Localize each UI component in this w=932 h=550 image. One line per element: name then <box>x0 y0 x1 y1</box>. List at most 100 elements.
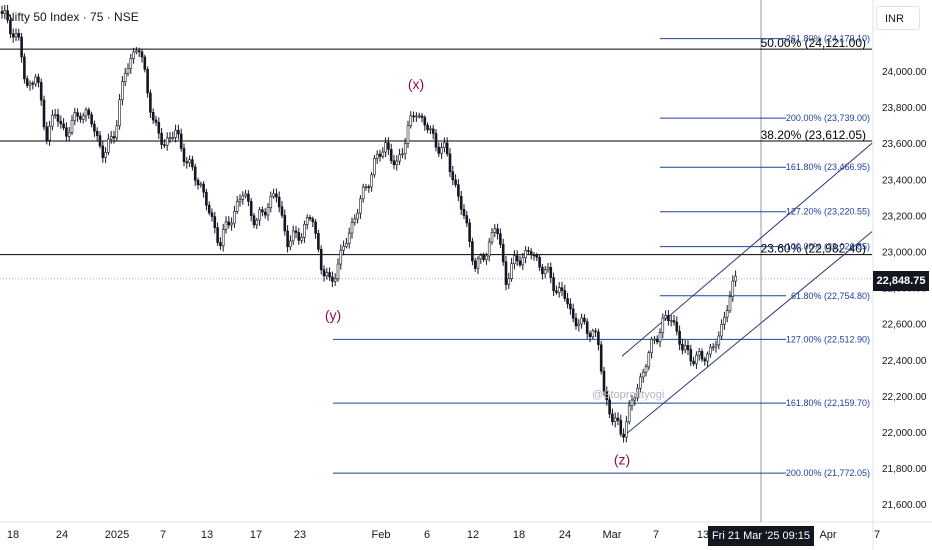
candle-body <box>683 345 687 351</box>
candle-body <box>230 222 233 226</box>
candle-body <box>569 303 572 310</box>
candle-body <box>255 219 259 226</box>
candle-body <box>672 320 676 323</box>
candle-body <box>177 130 180 135</box>
candle-body <box>507 278 511 285</box>
candle-body <box>126 67 130 74</box>
candle-body <box>471 241 474 262</box>
candle-body <box>706 353 709 362</box>
candle-body <box>667 315 670 322</box>
candle-body <box>294 230 298 233</box>
candle-body <box>53 114 57 116</box>
y-tick-label: 22,400.00 <box>882 356 927 367</box>
candle-body <box>521 257 525 266</box>
candle-body <box>269 196 273 208</box>
candle-body <box>473 260 477 269</box>
crosshair-time-badge: Fri 21 Mar '25 09:15 <box>708 526 814 546</box>
candle-body <box>11 33 15 38</box>
candle-body <box>59 121 63 125</box>
candle-body <box>95 130 99 136</box>
candle-body <box>731 280 735 297</box>
candle-body <box>17 33 21 38</box>
candle-body <box>633 397 637 401</box>
candle-body <box>389 149 393 162</box>
candle-body <box>451 171 455 181</box>
y-tick-label: 23,600.00 <box>882 139 927 150</box>
candle-body <box>681 344 684 351</box>
candle-body <box>171 137 175 139</box>
candle-body <box>599 344 603 372</box>
candle-body <box>611 413 614 422</box>
candle-body <box>28 82 32 86</box>
candle-body <box>9 19 12 35</box>
candle-body <box>709 346 712 355</box>
candle-body <box>308 217 312 220</box>
candle-body <box>289 240 292 248</box>
candle-body <box>375 153 379 159</box>
candle-body <box>283 215 287 232</box>
candle-body <box>81 115 85 120</box>
candle-body <box>695 354 698 365</box>
candle-body <box>65 127 68 137</box>
candle-body <box>79 115 82 120</box>
candle-body <box>185 161 189 164</box>
candle-body <box>333 278 337 282</box>
candle-body <box>636 387 639 399</box>
chart-title: Nifty 50 Index · 75 · NSE <box>6 10 139 24</box>
currency-selector[interactable]: INR <box>876 6 920 30</box>
candle-body <box>205 191 208 206</box>
candle-body <box>84 109 88 117</box>
candle-body <box>555 290 558 293</box>
candle-body <box>482 254 485 260</box>
candle-body <box>154 119 158 123</box>
candle-body <box>39 82 43 101</box>
candle-body <box>45 126 49 141</box>
candle-body <box>538 257 541 268</box>
candle-body <box>6 10 9 21</box>
candle-body <box>468 222 471 242</box>
candle-body <box>23 56 26 80</box>
candle-body <box>196 179 200 186</box>
candle-body <box>434 133 438 148</box>
candle-body <box>496 228 499 235</box>
candle-body <box>630 399 634 406</box>
candle-body <box>560 287 564 291</box>
candle-body <box>14 33 18 38</box>
candle-body <box>734 275 737 282</box>
candle-body <box>591 330 595 338</box>
candle-body <box>219 242 222 247</box>
candle-body <box>700 351 704 360</box>
candle-body <box>182 148 186 163</box>
candle-body <box>639 376 642 389</box>
candle-body <box>34 76 37 85</box>
candle-body <box>574 317 578 327</box>
x-tick-label: 18 <box>7 529 19 541</box>
candle-body <box>647 352 651 368</box>
candle-body <box>207 204 211 214</box>
candle-body <box>76 112 79 117</box>
candle-body <box>378 153 382 157</box>
fib-level-label: 261.80% (24,179.10) <box>786 34 870 44</box>
candle-body <box>135 50 138 53</box>
candle-body <box>367 186 371 189</box>
candle-body <box>515 255 519 262</box>
candle-body <box>48 125 51 141</box>
candle-body <box>420 115 424 118</box>
candle-body <box>157 122 161 134</box>
candle-body <box>532 254 536 257</box>
fib-level-label: 100.00% (23,026.85) <box>786 242 870 252</box>
candle-body <box>717 335 721 346</box>
candle-body <box>723 316 726 325</box>
candle-body <box>423 117 427 126</box>
candle-body <box>697 351 701 356</box>
candle-body <box>403 142 407 155</box>
candle-body <box>210 212 214 217</box>
candle-body <box>112 136 116 139</box>
candle-body <box>675 321 679 332</box>
candle-body <box>661 317 665 333</box>
candle-body <box>479 254 483 260</box>
candle-body <box>129 58 133 69</box>
candle-body <box>42 99 46 128</box>
candle-body <box>501 244 505 263</box>
